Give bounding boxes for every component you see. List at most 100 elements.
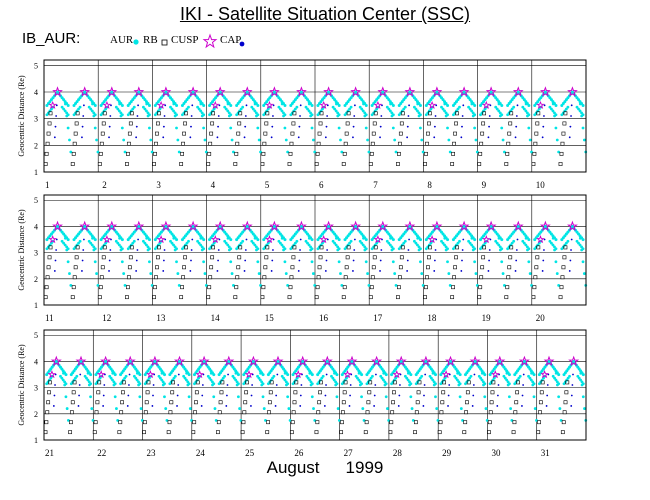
rb-point [155,265,159,270]
cap-point [299,238,302,241]
aur-point [311,138,315,142]
aur-point [550,107,553,111]
aur-point [256,103,260,107]
cap-point [497,384,500,386]
aur-point [113,395,117,399]
aur-point [564,241,568,245]
aur-point [202,238,206,242]
aur-point [255,114,258,118]
cap-point [164,238,167,241]
cap-point [299,115,301,117]
aur-point [512,105,516,109]
aur-point [309,114,313,118]
aur-point [503,150,506,154]
rb-point [102,111,107,116]
rb-point [368,380,373,385]
aur-point [253,109,257,113]
rb-point [211,245,216,250]
rb-point [48,111,53,116]
aur-point [239,241,243,245]
aur-point [124,374,128,378]
aur-point [343,247,347,251]
aur-point [146,114,150,118]
rb-point [341,162,346,166]
cusp-point [79,220,91,232]
aur-point [436,418,440,422]
rb-point [487,430,491,435]
footer-month: August [266,458,320,477]
aur-point [446,260,449,264]
aur-point [387,107,391,111]
y-tick-label: 1 [34,168,38,177]
rb-point [143,420,147,425]
rb-point [70,162,75,166]
rb-point [236,131,241,136]
aur-point [533,247,537,251]
rb-point [488,410,493,415]
rb-point [238,111,243,116]
aur-point [199,109,203,113]
aur-point [131,107,135,111]
rb-point [210,255,215,260]
rb-point [207,285,212,290]
aur-point [185,371,189,375]
cap-point [299,249,301,251]
aur-point [204,150,208,154]
rb-point [562,121,567,126]
cap-point [543,115,545,117]
aur-point [306,241,309,245]
aur-point [280,102,284,106]
footer: August 1999 [0,458,650,478]
cusp-point [106,86,118,97]
rb-point [441,390,446,395]
rb-point [44,420,49,425]
cap-point [348,405,351,407]
rb-point [318,121,323,126]
x-tick-label: 17 [373,313,383,323]
rb-point [75,245,80,250]
aur-point [280,109,284,113]
aur-point [163,395,166,399]
aur-point [126,247,130,251]
aur-point [498,248,502,252]
rb-point [427,255,431,260]
aur-point [63,243,67,247]
cusp-point [568,355,580,367]
rb-point [234,151,239,156]
rb-point [94,410,99,415]
aur-point [259,283,262,287]
aur-point [418,238,422,242]
aur-point [77,107,80,111]
aur-point [169,239,172,243]
cusp-point [319,100,328,109]
aur-point [385,239,389,243]
rb-point [397,275,402,280]
aur-point [200,114,204,118]
aur-point [575,239,579,243]
x-tick-label: 22 [97,448,106,458]
cap-point [301,373,303,376]
cap-point [488,115,491,117]
cusp-point [75,355,87,367]
aur-point [382,371,386,375]
cap-point [244,115,247,117]
rb-point [316,275,321,280]
rb-point [428,111,432,116]
cap-point [542,259,545,262]
rb-point [179,162,184,166]
cap-point [406,259,409,262]
aur-point [199,236,203,240]
aur-point [279,107,282,111]
cusp-point [518,355,530,367]
aur-point [77,241,80,245]
rb-point [44,285,49,290]
rb-point [291,255,296,260]
cap-point [272,238,275,241]
aur-point [521,239,525,243]
rb-point [181,275,185,280]
rb-point [561,131,566,136]
rb-point [479,275,484,280]
aur-point [230,272,234,275]
y-axis-label: Geocentric Distance (Re) [17,75,26,157]
rb-point [265,430,270,435]
